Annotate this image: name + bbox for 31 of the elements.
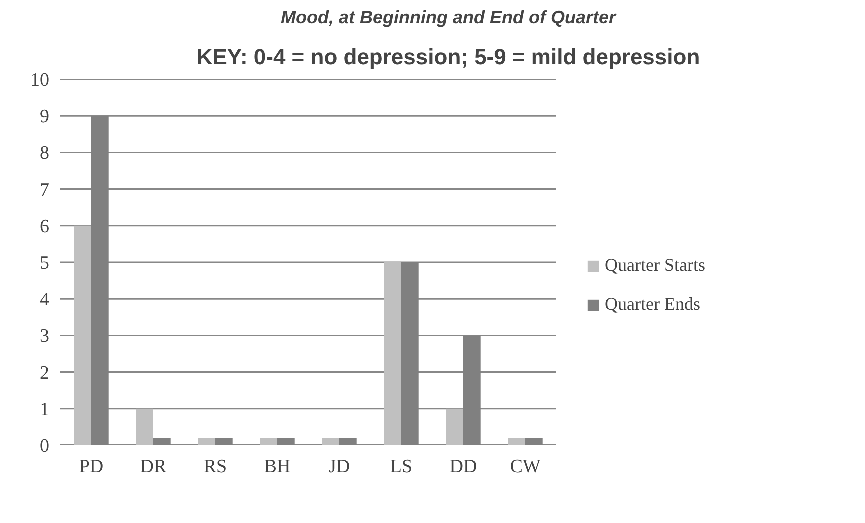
chart-subtitle: KEY: 0-4 = no depression; 5-9 = mild depression xyxy=(196,44,700,70)
y-tick-label: 9 xyxy=(40,106,50,128)
x-tick-label: RS xyxy=(204,456,228,478)
y-tick-label: 8 xyxy=(40,143,50,164)
y-tick-label: 3 xyxy=(40,326,50,348)
y-tick-label: 10 xyxy=(30,70,50,91)
legend-label: Quarter Starts xyxy=(605,255,706,276)
bar xyxy=(74,226,92,446)
y-tick-label: 7 xyxy=(40,180,50,201)
bar xyxy=(322,438,340,446)
y-tick-label: 2 xyxy=(40,362,50,384)
y-tick-label: 1 xyxy=(40,399,50,420)
x-tick-label: LS xyxy=(390,456,413,478)
y-tick-label: 6 xyxy=(40,216,50,238)
bar xyxy=(260,438,278,446)
bar xyxy=(446,408,464,446)
x-tick-label: JD xyxy=(328,456,350,478)
x-tick-label: DD xyxy=(450,456,478,478)
bar xyxy=(198,438,216,446)
bar xyxy=(136,408,154,446)
y-tick-label: 5 xyxy=(40,253,50,274)
y-tick-label: 4 xyxy=(40,290,50,311)
x-tick-label: BH xyxy=(264,456,291,478)
x-tick-label: DR xyxy=(140,456,168,478)
x-tick-label: PD xyxy=(79,456,104,478)
x-tick-label: CW xyxy=(510,456,541,478)
chart-title: Mood, at Beginning and End of Quarter xyxy=(281,8,617,28)
bar xyxy=(508,438,526,446)
y-tick-label: 0 xyxy=(40,436,50,457)
bar xyxy=(384,262,402,446)
legend-label: Quarter Ends xyxy=(605,294,700,315)
